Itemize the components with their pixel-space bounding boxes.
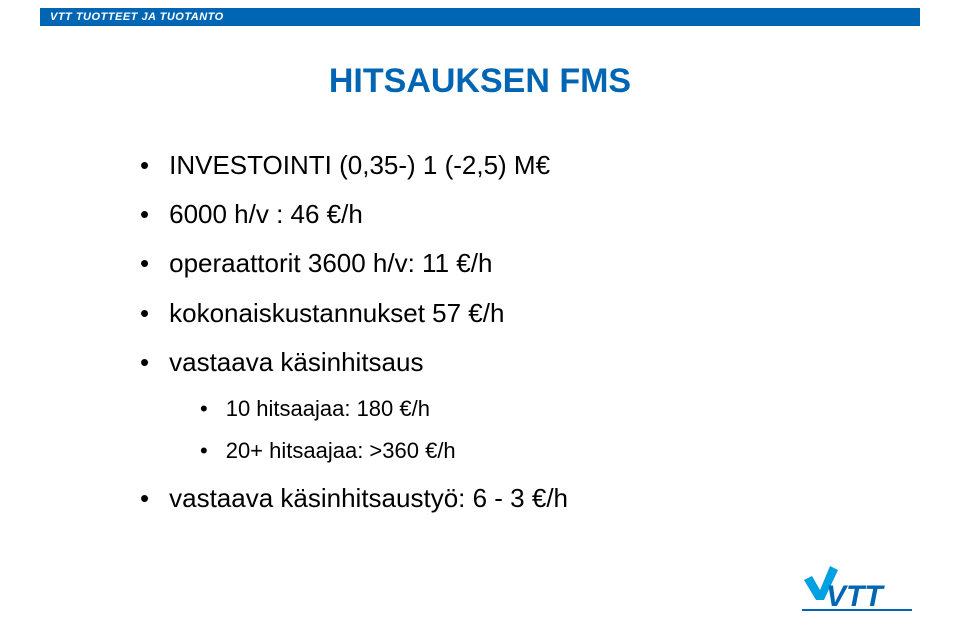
bullet-text: vastaava käsinhitsaustyö: 6 - 3 €/h xyxy=(169,483,568,514)
svg-text:VTT: VTT xyxy=(826,580,885,612)
vtt-logo-icon: VTT xyxy=(802,562,912,612)
bullet-text: INVESTOINTI (0,35-) 1 (-2,5) M€ xyxy=(169,150,550,181)
list-item: • vastaava käsinhitsaus xyxy=(140,347,860,378)
list-item: • 10 hitsaajaa: 180 €/h xyxy=(200,396,860,422)
bullet-content: • INVESTOINTI (0,35-) 1 (-2,5) M€ • 6000… xyxy=(140,150,860,532)
bullet-icon: • xyxy=(140,485,149,511)
bullet-icon: • xyxy=(140,300,149,326)
bullet-icon: • xyxy=(200,398,208,420)
list-item: • operaattorit 3600 h/v: 11 €/h xyxy=(140,248,860,279)
list-item: • 6000 h/v : 46 €/h xyxy=(140,199,860,230)
list-item: • 20+ hitsaajaa: >360 €/h xyxy=(200,438,860,464)
bullet-text: 10 hitsaajaa: 180 €/h xyxy=(226,396,430,422)
bullet-icon: • xyxy=(140,250,149,276)
slide-title: HITSAUKSEN FMS xyxy=(0,62,960,101)
header-bar: VTT TUOTTEET JA TUOTANTO xyxy=(40,8,920,26)
bullet-icon: • xyxy=(140,349,149,375)
header-label: VTT TUOTTEET JA TUOTANTO xyxy=(50,11,224,23)
bullet-text: operaattorit 3600 h/v: 11 €/h xyxy=(169,248,492,279)
bullet-text: vastaava käsinhitsaus xyxy=(169,347,423,378)
list-item: • kokonaiskustannukset 57 €/h xyxy=(140,298,860,329)
bullet-text: 20+ hitsaajaa: >360 €/h xyxy=(226,438,456,464)
bullet-text: kokonaiskustannukset 57 €/h xyxy=(169,298,504,329)
list-item: • vastaava käsinhitsaustyö: 6 - 3 €/h xyxy=(140,483,860,514)
list-item: • INVESTOINTI (0,35-) 1 (-2,5) M€ xyxy=(140,150,860,181)
bullet-icon: • xyxy=(140,152,149,178)
sublist: • 10 hitsaajaa: 180 €/h • 20+ hitsaajaa:… xyxy=(200,396,860,465)
bullet-text: 6000 h/v : 46 €/h xyxy=(169,199,363,230)
bullet-icon: • xyxy=(140,201,149,227)
bullet-icon: • xyxy=(200,440,208,462)
